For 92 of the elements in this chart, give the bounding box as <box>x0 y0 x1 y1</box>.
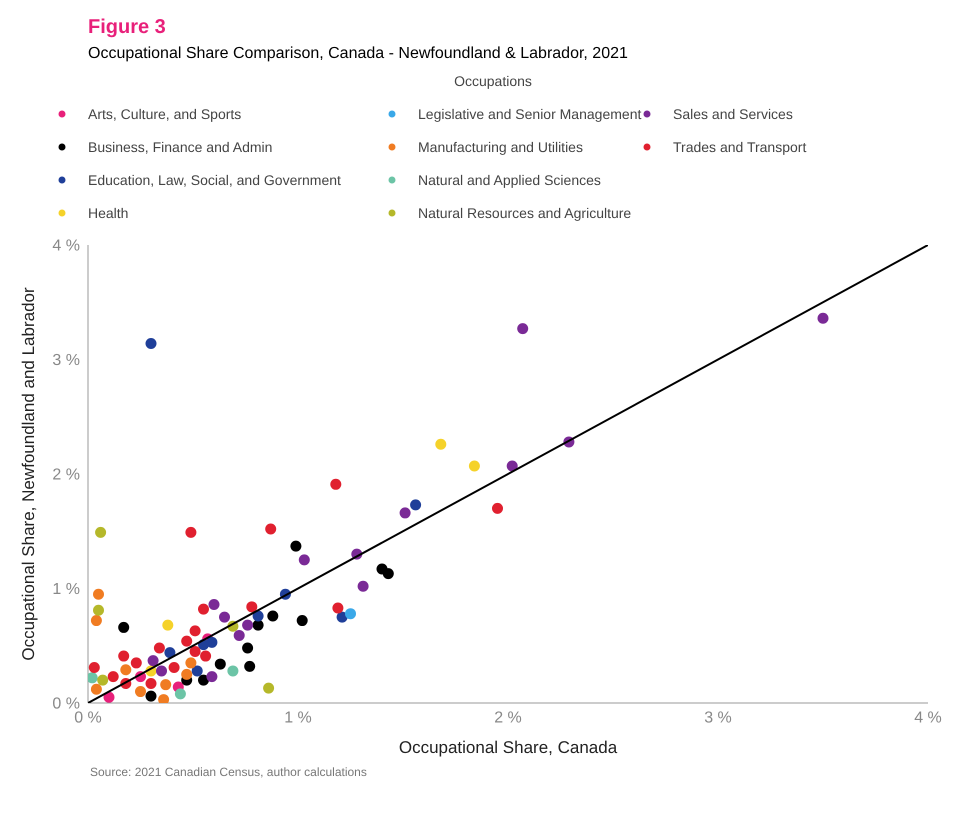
legend-label: Natural Resources and Agriculture <box>418 204 632 220</box>
legend-label: Health <box>88 204 128 220</box>
point <box>290 540 302 552</box>
legend-label: Trades and Transport <box>673 138 806 154</box>
point <box>164 647 176 658</box>
point <box>198 604 209 615</box>
point <box>146 678 156 690</box>
point <box>298 554 310 566</box>
point <box>181 636 192 647</box>
x-tick-label: 3 % <box>704 709 732 726</box>
point <box>120 664 132 676</box>
point <box>192 665 203 676</box>
point <box>185 526 196 538</box>
point <box>162 620 174 631</box>
y-tick-label: 2 % <box>52 466 80 484</box>
point <box>358 580 369 592</box>
point <box>265 523 276 534</box>
point <box>517 323 528 334</box>
point <box>108 671 119 682</box>
point <box>263 682 274 694</box>
point <box>219 612 230 623</box>
point <box>382 568 394 580</box>
point <box>181 668 192 680</box>
point <box>160 679 172 690</box>
point <box>90 684 102 695</box>
point <box>90 615 102 626</box>
x-axis-title: Occupational Share, Canada <box>398 738 618 757</box>
x-tick-label: 2 % <box>494 709 522 726</box>
y-tick-label: 4 % <box>52 238 80 255</box>
point <box>506 460 518 472</box>
legend-label: Business, Finance and Admin <box>88 138 272 154</box>
legend-label: Manufacturing and Utilities <box>418 138 583 154</box>
point <box>146 690 156 702</box>
y-axis-title: Occupational Share, Newfoundland and Labrador <box>19 287 38 661</box>
point <box>185 657 196 668</box>
point <box>246 601 258 612</box>
point <box>148 655 159 666</box>
point <box>95 526 106 538</box>
legend-title: Occupations <box>453 73 533 89</box>
point <box>154 642 165 654</box>
point <box>130 657 142 668</box>
point <box>435 438 446 450</box>
legend-label: Legislative and Senior Management <box>418 106 642 122</box>
point <box>234 630 245 641</box>
x-tick-label: 4 % <box>914 709 942 726</box>
point <box>118 650 130 662</box>
point <box>135 686 146 698</box>
point <box>400 507 411 518</box>
point <box>168 662 180 674</box>
point <box>97 674 108 686</box>
point <box>227 665 238 676</box>
point <box>410 499 422 510</box>
legend-label: Arts, Culture, and Sports <box>88 106 242 122</box>
point <box>242 642 254 654</box>
point <box>332 602 344 614</box>
point <box>200 650 212 662</box>
point <box>345 608 356 620</box>
point <box>118 622 130 633</box>
point <box>93 604 104 616</box>
point <box>242 620 254 631</box>
point <box>190 625 201 636</box>
point <box>88 662 100 674</box>
point <box>174 688 186 700</box>
point <box>330 478 342 490</box>
point <box>252 620 264 631</box>
point <box>252 610 264 622</box>
point <box>206 671 218 682</box>
legend-label: Sales and Services <box>673 106 793 122</box>
chart-title: Figure 3 <box>88 16 167 39</box>
legend-label: Education, Law, Social, and Government <box>88 172 341 188</box>
point <box>244 660 256 672</box>
point <box>146 338 156 349</box>
y-tick-label: 3 % <box>52 352 80 370</box>
x-tick-label: 1 % <box>284 709 312 726</box>
point <box>492 502 503 514</box>
point <box>93 588 104 600</box>
point <box>206 636 218 648</box>
point <box>190 646 201 657</box>
point <box>818 312 828 324</box>
point <box>156 665 167 676</box>
chart-subtitle: Occupational Share Comparison, Canada - Newfoundland & Labrador, 2021 <box>88 45 629 63</box>
point <box>296 615 308 626</box>
legend-label: Natural and Applied Sciences <box>418 172 601 188</box>
point <box>267 610 278 622</box>
point <box>88 672 98 684</box>
source-note: Source: 2021 Canadian Census, author calculations <box>89 765 368 779</box>
point <box>198 674 209 686</box>
point <box>208 599 220 610</box>
point <box>104 692 114 703</box>
point <box>468 460 480 472</box>
y-tick-label: 1 % <box>52 581 80 598</box>
point <box>214 658 226 670</box>
